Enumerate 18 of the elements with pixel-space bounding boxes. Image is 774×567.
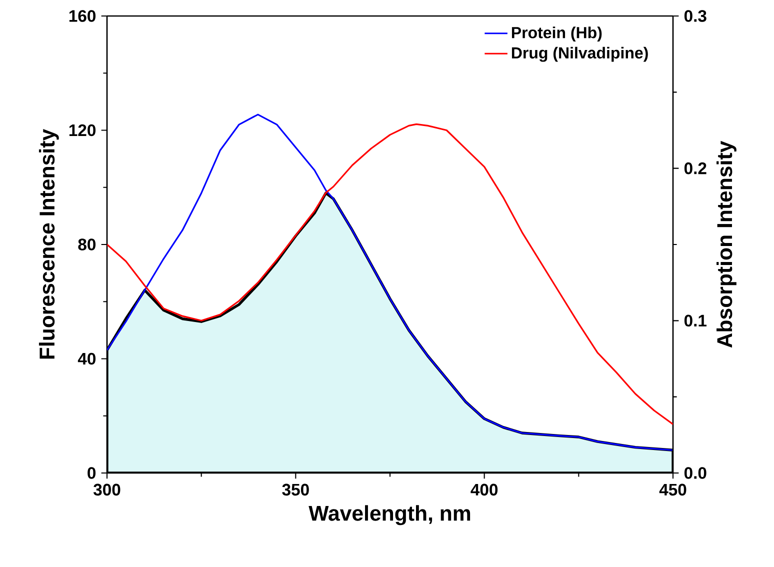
x-tick-label: 400 <box>470 484 498 496</box>
y2-axis-title: Absorption Intensity <box>716 140 736 348</box>
x-tick-label: 450 <box>659 484 686 496</box>
legend-label: Drug (Nilvadipine) <box>512 46 648 62</box>
y2-tick-label: 0.0 <box>684 467 706 479</box>
y2-tick-label: 0.1 <box>684 314 707 327</box>
y-tick-label: 0 <box>88 467 96 479</box>
x-tick-label: 350 <box>282 484 309 496</box>
y2-tick-label: 0.3 <box>684 10 706 22</box>
y-tick-label: 120 <box>69 124 96 136</box>
legend-label: Protein (Hb) <box>512 26 602 42</box>
y2-tick-label: 0.2 <box>684 162 706 174</box>
x-axis-title: Wavelength, nm <box>308 505 470 526</box>
x-tick-label: 300 <box>93 484 120 496</box>
y-tick-label: 40 <box>78 352 96 365</box>
y-axis-title: Fluorescence Intensity <box>38 129 59 359</box>
y-tick-label: 160 <box>69 10 96 22</box>
y-tick-label: 80 <box>78 238 96 250</box>
